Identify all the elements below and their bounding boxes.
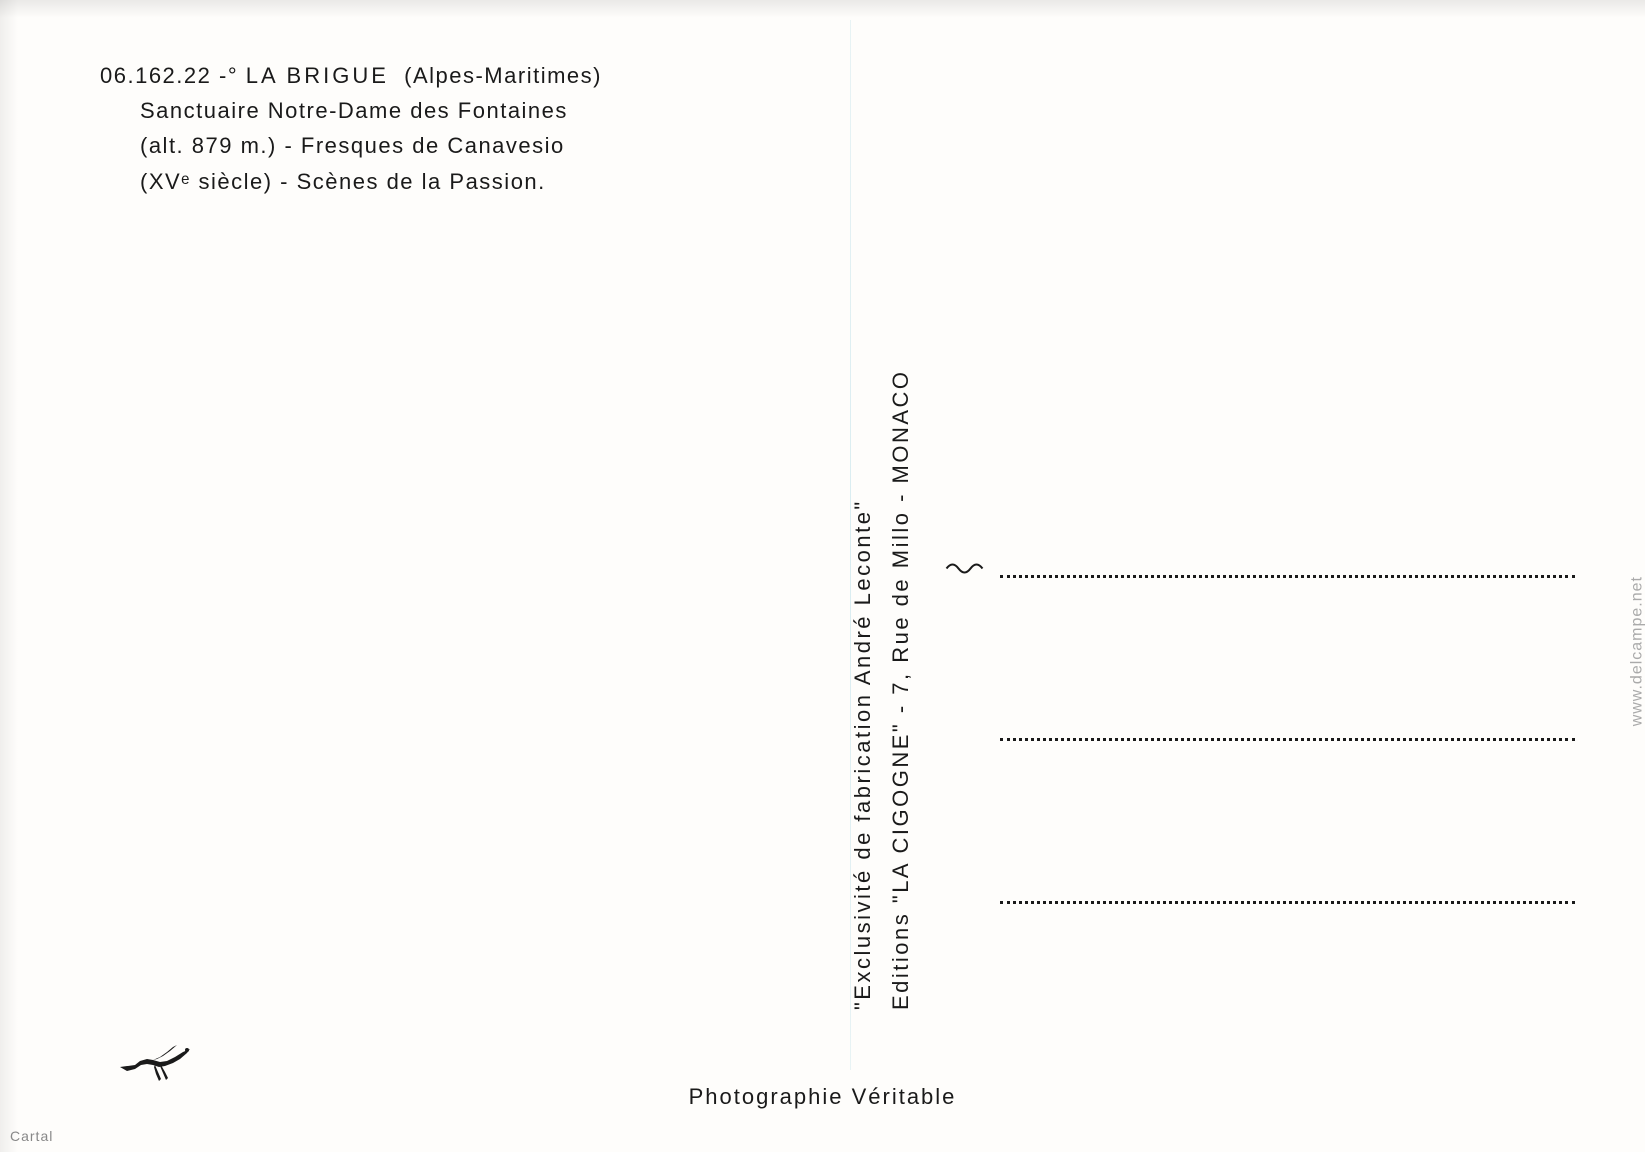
publisher-line-2: "Exclusivité de fabrication André Lecont… (850, 180, 876, 1010)
header-line-4: (XVᵉ siècle) - Scènes de la Passion. (100, 164, 602, 199)
header-line-1: 06.162.22 -° LA BRIGUE (Alpes-Maritimes) (100, 58, 602, 93)
footer-caption: Photographie Véritable (689, 1084, 957, 1110)
address-line-3 (1000, 901, 1575, 904)
watermark-right: www.delcampe.net (1628, 576, 1645, 726)
address-line-2 (1000, 738, 1575, 741)
left-edge-shadow (0, 0, 18, 1152)
watermark-left: Cartal (10, 1128, 53, 1144)
top-edge-shadow (0, 0, 1645, 18)
region: (Alpes-Maritimes) (404, 63, 602, 88)
location-name: LA BRIGUE (246, 63, 389, 88)
decorative-squiggle (938, 555, 985, 583)
separator: -° (211, 63, 245, 88)
address-line-1 (1000, 575, 1575, 578)
postcard-back: 06.162.22 -° LA BRIGUE (Alpes-Maritimes)… (0, 0, 1645, 1152)
publisher-line-1: Editions "LA CIGOGNE" - 7, Rue de Millo … (888, 180, 914, 1010)
stork-icon (115, 1037, 195, 1087)
postcard-header: 06.162.22 -° LA BRIGUE (Alpes-Maritimes)… (100, 58, 602, 199)
address-area (1000, 575, 1575, 904)
reference-number: 06.162.22 (100, 63, 211, 88)
header-line-2: Sanctuaire Notre-Dame des Fontaines (100, 93, 602, 128)
publisher-info: "Exclusivité de fabrication André Lecont… (850, 180, 914, 1010)
header-line-3: (alt. 879 m.) - Fresques de Canavesio (100, 128, 602, 163)
